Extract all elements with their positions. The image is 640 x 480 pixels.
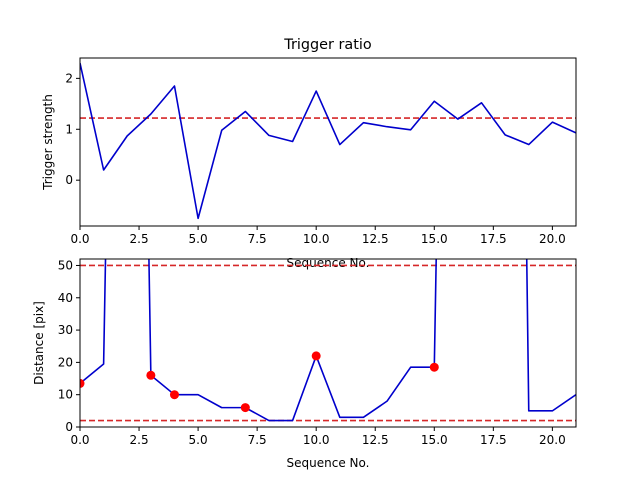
plot-area xyxy=(80,62,576,220)
series-line xyxy=(80,259,576,422)
x-tick-label: 17.5 xyxy=(480,232,507,246)
x-tick-label: 20.0 xyxy=(539,232,566,246)
x-tick-label: 15.0 xyxy=(421,433,448,447)
data-point xyxy=(240,403,250,413)
x-tick-label: 2.5 xyxy=(130,433,149,447)
x-tick-label: 5.0 xyxy=(189,433,208,447)
y-tick-label: 10 xyxy=(58,388,73,402)
chart-title: Trigger ratio xyxy=(283,37,372,53)
axes-frame xyxy=(79,258,577,428)
y-tick-label: 2 xyxy=(65,71,73,85)
y-tick-label: 20 xyxy=(58,355,73,369)
x-tick-label: 10.0 xyxy=(303,232,330,246)
y-tick-label: 50 xyxy=(58,258,73,272)
series-line xyxy=(80,62,576,220)
y-axis-label: Trigger strength xyxy=(41,94,55,191)
y-axis-label: Distance [pix] xyxy=(32,301,46,385)
data-point xyxy=(169,390,179,400)
x-tick-label: 12.5 xyxy=(362,232,389,246)
x-tick-label: 7.5 xyxy=(248,433,267,447)
distance-chart: Distance [pix] Sequence No. 0.0 2.5 5.0 7.5… xyxy=(32,258,577,470)
axes: 0.0 2.5 5.0 7.5 10.0 12.5 15.0 17.5 20.0 0 10 20 30 4… xyxy=(58,258,577,447)
y-tick-label: 0 xyxy=(65,420,73,434)
y-tick-label: 0 xyxy=(65,173,73,187)
y-tick-label: 30 xyxy=(58,323,73,337)
y-tick-label: 40 xyxy=(58,291,73,305)
x-tick-label: 12.5 xyxy=(362,433,389,447)
trigger-ratio-chart: Trigger ratio Trigger strength Sequence … xyxy=(41,37,577,270)
data-point xyxy=(429,362,439,372)
x-tick-label: 20.0 xyxy=(539,433,566,447)
axes-frame xyxy=(79,57,577,227)
x-tick-label: 15.0 xyxy=(421,232,448,246)
data-point xyxy=(146,370,156,380)
data-point xyxy=(80,378,85,388)
x-tick-label: 0.0 xyxy=(70,232,89,246)
x-tick-label: 10.0 xyxy=(303,433,330,447)
x-tick-label: 2.5 xyxy=(130,232,149,246)
x-axis-label: Sequence No. xyxy=(287,256,370,270)
x-tick-label: 5.0 xyxy=(189,232,208,246)
x-tick-label: 17.5 xyxy=(480,433,507,447)
x-tick-label: 0.0 xyxy=(70,433,89,447)
data-point xyxy=(311,351,321,361)
axes: 0.0 2.5 5.0 7.5 10.0 12.5 15.0 17.5 20.0 0 1 2 xyxy=(65,57,577,246)
x-axis-label: Sequence No. xyxy=(287,456,370,470)
x-tick-label: 7.5 xyxy=(248,232,267,246)
plot-area xyxy=(80,259,576,422)
y-tick-label: 1 xyxy=(65,122,73,136)
